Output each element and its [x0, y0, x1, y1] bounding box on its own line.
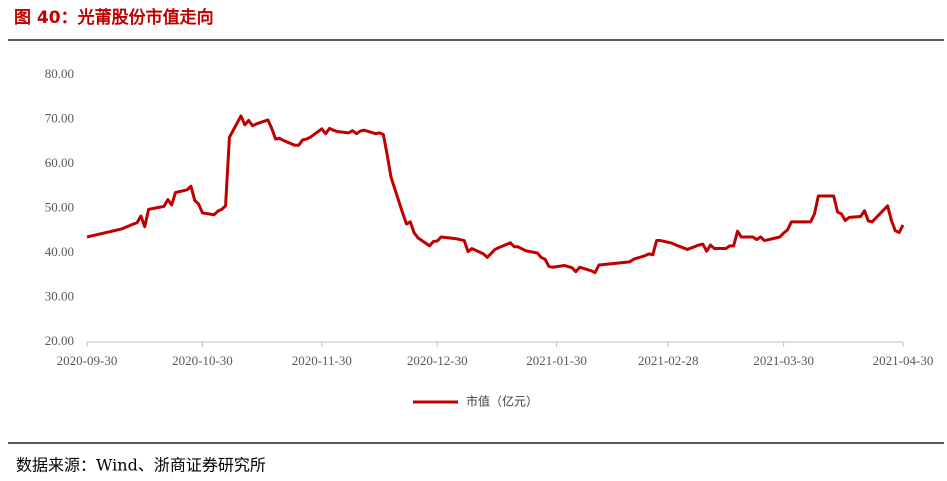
x-tick-label: 2021-01-30 [526, 353, 587, 368]
y-tick-label: 80.00 [45, 66, 74, 81]
x-tick-label: 2021-02-28 [638, 353, 699, 368]
x-tick-label: 2020-09-30 [57, 353, 118, 368]
y-tick-label: 50.00 [45, 199, 74, 214]
x-tick-label: 2020-10-30 [172, 353, 233, 368]
x-tick-label: 2021-04-30 [873, 353, 934, 368]
y-tick-label: 40.00 [45, 244, 74, 259]
x-tick-label: 2021-03-30 [753, 353, 814, 368]
series-line [86, 114, 905, 275]
y-tick-label: 20.00 [45, 333, 74, 348]
source-note: 数据来源：Wind、浙商证券研究所 [16, 456, 266, 475]
x-tick-label: 2020-12-30 [407, 353, 468, 368]
x-tick-label: 2020-11-30 [292, 353, 352, 368]
y-tick-label: 30.00 [45, 288, 74, 303]
legend-label: 市值（亿元） [466, 394, 538, 409]
chart-title: 图 40：光莆股份市值走向 [14, 7, 214, 28]
y-tick-label: 70.00 [45, 110, 74, 125]
y-tick-label: 60.00 [45, 155, 74, 170]
